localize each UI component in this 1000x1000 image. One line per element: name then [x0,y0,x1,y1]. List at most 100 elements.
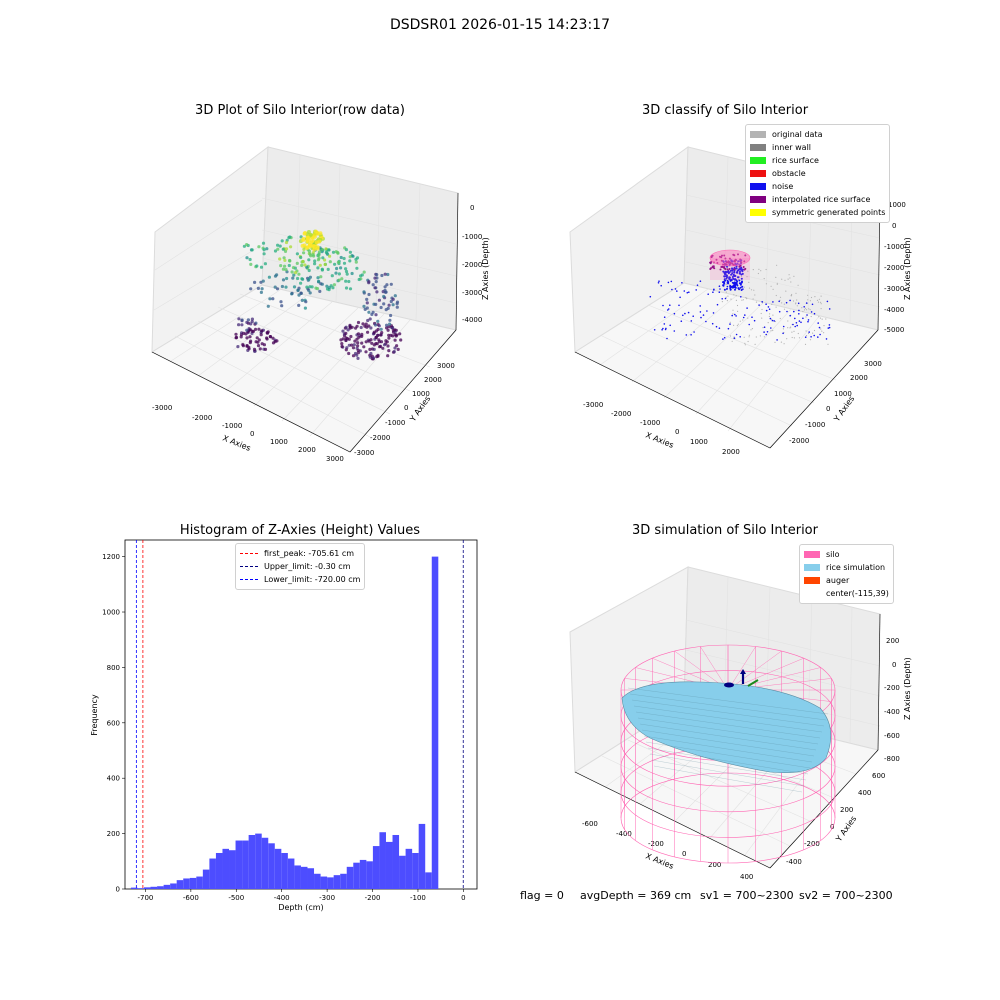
scatter-point [284,268,288,272]
scatter-point [748,287,751,289]
scatter-point [673,330,676,332]
scatter-point [382,343,387,347]
scatter-point [773,320,775,322]
hist-bar [170,883,177,889]
scatter-point [827,343,829,345]
scatter-point [792,323,794,326]
scatter-point [751,316,753,319]
scatter-point [723,275,726,278]
scatter-point [657,282,660,284]
scatter-point [297,303,301,307]
scatter-point [273,340,277,344]
scatter-point [389,282,393,286]
scatter-point [316,276,320,280]
scatter-point [356,320,361,325]
scatter-point [721,301,724,303]
rice-mesh-line [651,759,805,787]
scatter-point [287,263,291,268]
rice-mesh-line [653,765,803,793]
scatter-point [268,297,272,301]
hist-bar [176,880,184,889]
scatter-point [790,295,792,297]
scatter-point [248,257,252,262]
hist-bar [307,868,315,889]
scatter-point [828,324,831,326]
scatter-point [234,336,238,340]
scatter-point [805,335,808,337]
scatter-point [736,276,739,279]
scatter-point [240,323,244,327]
scatter-point [742,316,745,319]
legend-item: original data [750,128,885,141]
scatter-point [791,293,793,296]
hist-bar [327,877,334,889]
scatter-point [353,339,357,343]
scatter-point [817,336,819,338]
scatter-point [818,298,821,300]
scatter-point [375,290,379,294]
scatter-point [729,284,732,287]
scatter-point [259,280,263,284]
scatter-point [353,351,358,356]
scatter-point [293,271,298,275]
scatter-point [699,305,701,307]
scatter-point [739,320,741,322]
scatter-point [729,323,731,325]
scatter-point [276,243,280,247]
p4-ztick: -800 [884,755,900,763]
scatter-point [794,317,796,320]
hist-bar [235,840,243,889]
hist-bar [150,886,158,889]
legend-swatch [750,209,766,216]
scatter-point [385,326,389,330]
scatter-point [307,249,311,253]
legend-line [240,553,258,554]
scatter-point [760,270,762,272]
scatter-point [344,325,348,329]
scatter-point [772,329,774,332]
p1-xtick: 2000 [298,446,316,454]
scatter-point [318,231,323,236]
scatter-point [344,338,348,343]
scatter-point [377,298,381,302]
scatter-point [344,348,348,352]
scatter-point [810,296,813,299]
scatter-point [304,246,309,250]
scatter-point [250,317,254,321]
scatter-point [308,291,312,295]
scatter-point [374,302,378,306]
scatter-point [748,323,750,326]
scatter-point [303,306,307,310]
scatter-point [786,338,788,340]
hist-bar [320,876,328,889]
scatter-point [733,294,735,296]
scatter-point [396,347,400,351]
scatter-point [295,261,299,265]
scatter-point [807,332,810,335]
p2-ylabel: Y Axies [832,394,857,424]
rice-mesh-line [631,699,825,727]
scatter-point [733,268,736,271]
scatter-point [770,330,772,332]
scatter-point [399,338,403,342]
scatter-point [261,279,265,283]
hist-bar [196,876,203,889]
scatter-point [679,296,681,299]
scatter-point [296,288,300,292]
scatter-point [758,304,760,306]
scatter-point [330,274,334,278]
scatter-point [814,296,816,298]
scatter-point [776,339,778,341]
scatter-point [379,305,383,310]
scatter-point [735,271,738,274]
scatter-point [743,336,745,338]
scatter-point [706,310,708,312]
scatter-point [300,263,304,267]
scatter-point [348,259,352,263]
scatter-point [354,260,358,264]
scatter-point [742,288,744,290]
scatter-point [789,277,791,279]
scatter-point [359,325,363,330]
scatter-point [369,338,373,342]
scatter-point [297,272,301,276]
